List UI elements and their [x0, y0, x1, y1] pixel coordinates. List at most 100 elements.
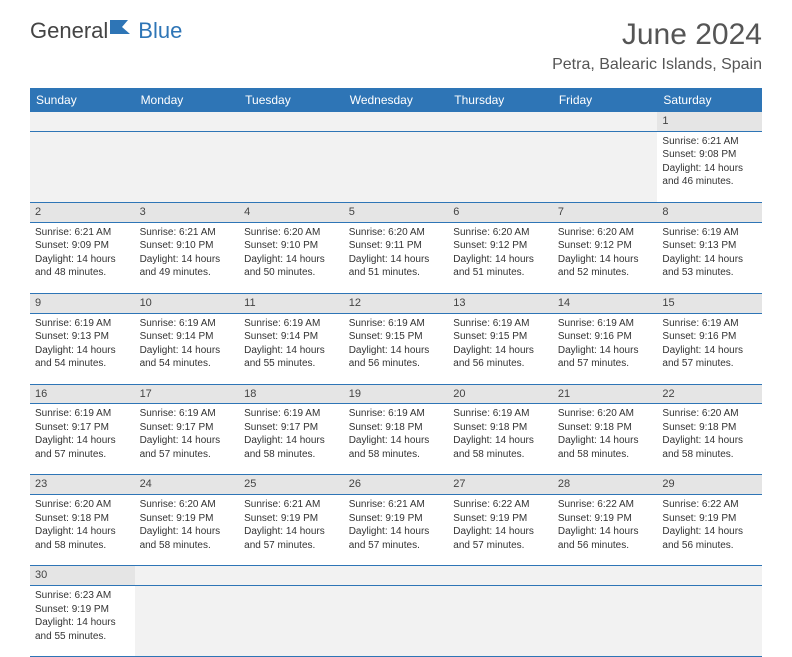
day-number — [657, 566, 762, 585]
sunrise-text: Sunrise: 6:20 AM — [35, 498, 130, 512]
day-number — [135, 566, 240, 585]
day-number: 17 — [135, 385, 240, 404]
calendar: SundayMondayTuesdayWednesdayThursdayFrid… — [30, 88, 762, 657]
daylight-text: Daylight: 14 hours and 58 minutes. — [244, 434, 339, 461]
sunset-text: Sunset: 9:10 PM — [244, 239, 339, 253]
day-cell: Sunrise: 6:19 AMSunset: 9:16 PMDaylight:… — [657, 314, 762, 384]
day-cell: Sunrise: 6:22 AMSunset: 9:19 PMDaylight:… — [553, 495, 658, 565]
day-cell — [553, 586, 658, 656]
day-number — [553, 112, 658, 131]
day-number-row: 9101112131415 — [30, 294, 762, 314]
sunrise-text: Sunrise: 6:21 AM — [35, 226, 130, 240]
daylight-text: Daylight: 14 hours and 57 minutes. — [453, 525, 548, 552]
day-cell: Sunrise: 6:19 AMSunset: 9:17 PMDaylight:… — [239, 404, 344, 474]
daylight-text: Daylight: 14 hours and 57 minutes. — [244, 525, 339, 552]
sunrise-text: Sunrise: 6:22 AM — [453, 498, 548, 512]
sunrise-text: Sunrise: 6:19 AM — [244, 317, 339, 331]
sunset-text: Sunset: 9:17 PM — [35, 421, 130, 435]
day-cell: Sunrise: 6:21 AMSunset: 9:19 PMDaylight:… — [239, 495, 344, 565]
day-number: 2 — [30, 203, 135, 222]
day-cell: Sunrise: 6:19 AMSunset: 9:13 PMDaylight:… — [30, 314, 135, 384]
day-cell — [344, 586, 449, 656]
sunset-text: Sunset: 9:12 PM — [453, 239, 548, 253]
sunset-text: Sunset: 9:10 PM — [140, 239, 235, 253]
day-number: 28 — [553, 475, 658, 494]
day-cell: Sunrise: 6:19 AMSunset: 9:17 PMDaylight:… — [135, 404, 240, 474]
day-number: 4 — [239, 203, 344, 222]
day-cell — [448, 586, 553, 656]
day-number: 3 — [135, 203, 240, 222]
sunrise-text: Sunrise: 6:21 AM — [662, 135, 757, 149]
day-number — [448, 566, 553, 585]
month-title: June 2024 — [552, 18, 762, 52]
sunrise-text: Sunrise: 6:20 AM — [662, 407, 757, 421]
daylight-text: Daylight: 14 hours and 46 minutes. — [662, 162, 757, 189]
day-cell: Sunrise: 6:19 AMSunset: 9:14 PMDaylight:… — [135, 314, 240, 384]
day-number: 24 — [135, 475, 240, 494]
sunset-text: Sunset: 9:18 PM — [662, 421, 757, 435]
daylight-text: Daylight: 14 hours and 49 minutes. — [140, 253, 235, 280]
day-number — [448, 112, 553, 131]
day-number: 26 — [344, 475, 449, 494]
day-number: 18 — [239, 385, 344, 404]
daylight-text: Daylight: 14 hours and 54 minutes. — [140, 344, 235, 371]
day-number: 30 — [30, 566, 135, 585]
day-cell — [239, 586, 344, 656]
sunrise-text: Sunrise: 6:19 AM — [453, 317, 548, 331]
weekday-header: Wednesday — [344, 88, 449, 112]
day-number — [135, 112, 240, 131]
day-number: 5 — [344, 203, 449, 222]
daylight-text: Daylight: 14 hours and 51 minutes. — [453, 253, 548, 280]
sunrise-text: Sunrise: 6:20 AM — [349, 226, 444, 240]
day-number — [344, 566, 449, 585]
daylight-text: Daylight: 14 hours and 56 minutes. — [662, 525, 757, 552]
sunset-text: Sunset: 9:09 PM — [35, 239, 130, 253]
day-cell: Sunrise: 6:19 AMSunset: 9:17 PMDaylight:… — [30, 404, 135, 474]
sunrise-text: Sunrise: 6:19 AM — [140, 407, 235, 421]
daylight-text: Daylight: 14 hours and 50 minutes. — [244, 253, 339, 280]
day-number: 1 — [657, 112, 762, 131]
week-row: Sunrise: 6:21 AMSunset: 9:08 PMDaylight:… — [30, 132, 762, 203]
week-row: Sunrise: 6:21 AMSunset: 9:09 PMDaylight:… — [30, 223, 762, 294]
daylight-text: Daylight: 14 hours and 55 minutes. — [244, 344, 339, 371]
sunset-text: Sunset: 9:13 PM — [35, 330, 130, 344]
sunset-text: Sunset: 9:19 PM — [140, 512, 235, 526]
sunrise-text: Sunrise: 6:19 AM — [349, 407, 444, 421]
weeks-container: 1Sunrise: 6:21 AMSunset: 9:08 PMDaylight… — [30, 112, 762, 657]
sunset-text: Sunset: 9:17 PM — [140, 421, 235, 435]
daylight-text: Daylight: 14 hours and 53 minutes. — [662, 253, 757, 280]
weekday-header: Friday — [553, 88, 658, 112]
sunrise-text: Sunrise: 6:19 AM — [244, 407, 339, 421]
day-cell: Sunrise: 6:21 AMSunset: 9:09 PMDaylight:… — [30, 223, 135, 293]
day-number-row: 1 — [30, 112, 762, 132]
sunset-text: Sunset: 9:08 PM — [662, 148, 757, 162]
day-cell — [135, 586, 240, 656]
sunset-text: Sunset: 9:14 PM — [140, 330, 235, 344]
daylight-text: Daylight: 14 hours and 48 minutes. — [35, 253, 130, 280]
weekday-header: Thursday — [448, 88, 553, 112]
day-cell: Sunrise: 6:20 AMSunset: 9:18 PMDaylight:… — [553, 404, 658, 474]
day-number: 11 — [239, 294, 344, 313]
day-number: 7 — [553, 203, 658, 222]
sunrise-text: Sunrise: 6:19 AM — [140, 317, 235, 331]
sunset-text: Sunset: 9:15 PM — [453, 330, 548, 344]
sunset-text: Sunset: 9:16 PM — [662, 330, 757, 344]
day-cell: Sunrise: 6:20 AMSunset: 9:18 PMDaylight:… — [30, 495, 135, 565]
sunset-text: Sunset: 9:13 PM — [662, 239, 757, 253]
day-cell — [239, 132, 344, 202]
week-row: Sunrise: 6:23 AMSunset: 9:19 PMDaylight:… — [30, 586, 762, 657]
daylight-text: Daylight: 14 hours and 58 minutes. — [558, 434, 653, 461]
sunset-text: Sunset: 9:19 PM — [453, 512, 548, 526]
daylight-text: Daylight: 14 hours and 56 minutes. — [558, 525, 653, 552]
daylight-text: Daylight: 14 hours and 57 minutes. — [35, 434, 130, 461]
sunrise-text: Sunrise: 6:22 AM — [558, 498, 653, 512]
day-cell: Sunrise: 6:23 AMSunset: 9:19 PMDaylight:… — [30, 586, 135, 656]
daylight-text: Daylight: 14 hours and 52 minutes. — [558, 253, 653, 280]
day-cell: Sunrise: 6:19 AMSunset: 9:18 PMDaylight:… — [344, 404, 449, 474]
week-row: Sunrise: 6:19 AMSunset: 9:17 PMDaylight:… — [30, 404, 762, 475]
sunset-text: Sunset: 9:15 PM — [349, 330, 444, 344]
day-number: 19 — [344, 385, 449, 404]
logo: General Blue — [30, 18, 182, 44]
day-cell: Sunrise: 6:20 AMSunset: 9:10 PMDaylight:… — [239, 223, 344, 293]
daylight-text: Daylight: 14 hours and 57 minutes. — [662, 344, 757, 371]
